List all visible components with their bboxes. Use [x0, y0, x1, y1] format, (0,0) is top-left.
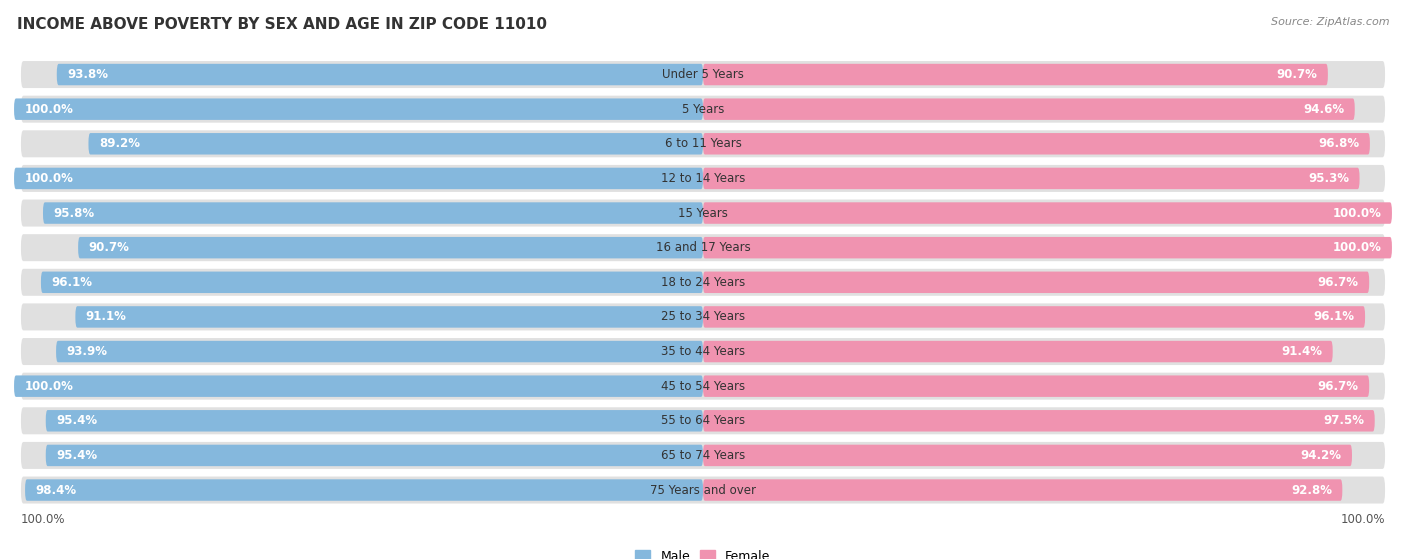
- Text: 89.2%: 89.2%: [98, 138, 139, 150]
- FancyBboxPatch shape: [21, 476, 1385, 504]
- Text: Under 5 Years: Under 5 Years: [662, 68, 744, 81]
- Text: 75 Years and over: 75 Years and over: [650, 484, 756, 496]
- FancyBboxPatch shape: [703, 133, 1369, 154]
- FancyBboxPatch shape: [21, 338, 1385, 365]
- FancyBboxPatch shape: [21, 96, 1385, 122]
- FancyBboxPatch shape: [21, 442, 1385, 469]
- Text: 5 Years: 5 Years: [682, 103, 724, 116]
- FancyBboxPatch shape: [56, 341, 703, 362]
- Text: 100.0%: 100.0%: [24, 172, 73, 185]
- FancyBboxPatch shape: [703, 445, 1353, 466]
- Text: 90.7%: 90.7%: [89, 241, 129, 254]
- Text: 94.2%: 94.2%: [1301, 449, 1341, 462]
- FancyBboxPatch shape: [21, 234, 1385, 261]
- Legend: Male, Female: Male, Female: [630, 546, 776, 559]
- FancyBboxPatch shape: [21, 373, 1385, 400]
- Text: 100.0%: 100.0%: [24, 103, 73, 116]
- FancyBboxPatch shape: [56, 64, 703, 86]
- FancyBboxPatch shape: [25, 479, 703, 501]
- FancyBboxPatch shape: [21, 165, 1385, 192]
- Text: 95.8%: 95.8%: [53, 206, 94, 220]
- FancyBboxPatch shape: [703, 306, 1365, 328]
- FancyBboxPatch shape: [703, 202, 1392, 224]
- FancyBboxPatch shape: [703, 272, 1369, 293]
- FancyBboxPatch shape: [21, 304, 1385, 330]
- FancyBboxPatch shape: [79, 237, 703, 258]
- Text: 93.9%: 93.9%: [66, 345, 107, 358]
- FancyBboxPatch shape: [14, 98, 703, 120]
- Text: 16 and 17 Years: 16 and 17 Years: [655, 241, 751, 254]
- Text: 96.1%: 96.1%: [51, 276, 93, 289]
- Text: 91.4%: 91.4%: [1281, 345, 1323, 358]
- Text: 35 to 44 Years: 35 to 44 Years: [661, 345, 745, 358]
- Text: 95.4%: 95.4%: [56, 449, 97, 462]
- Text: 15 Years: 15 Years: [678, 206, 728, 220]
- Text: 97.5%: 97.5%: [1323, 414, 1364, 427]
- FancyBboxPatch shape: [21, 130, 1385, 157]
- Text: 96.1%: 96.1%: [1313, 310, 1355, 324]
- Text: 98.4%: 98.4%: [35, 484, 76, 496]
- FancyBboxPatch shape: [703, 341, 1333, 362]
- FancyBboxPatch shape: [46, 445, 703, 466]
- Text: 95.3%: 95.3%: [1308, 172, 1350, 185]
- FancyBboxPatch shape: [21, 200, 1385, 226]
- Text: 45 to 54 Years: 45 to 54 Years: [661, 380, 745, 392]
- Text: 93.8%: 93.8%: [67, 68, 108, 81]
- FancyBboxPatch shape: [21, 408, 1385, 434]
- Text: 65 to 74 Years: 65 to 74 Years: [661, 449, 745, 462]
- Text: 6 to 11 Years: 6 to 11 Years: [665, 138, 741, 150]
- FancyBboxPatch shape: [41, 272, 703, 293]
- FancyBboxPatch shape: [21, 61, 1385, 88]
- Text: 96.7%: 96.7%: [1317, 380, 1358, 392]
- FancyBboxPatch shape: [703, 376, 1369, 397]
- Text: 12 to 14 Years: 12 to 14 Years: [661, 172, 745, 185]
- Text: 94.6%: 94.6%: [1303, 103, 1344, 116]
- FancyBboxPatch shape: [703, 237, 1392, 258]
- FancyBboxPatch shape: [46, 410, 703, 432]
- Text: 18 to 24 Years: 18 to 24 Years: [661, 276, 745, 289]
- FancyBboxPatch shape: [21, 269, 1385, 296]
- Text: 25 to 34 Years: 25 to 34 Years: [661, 310, 745, 324]
- Text: 91.1%: 91.1%: [86, 310, 127, 324]
- FancyBboxPatch shape: [76, 306, 703, 328]
- Text: 55 to 64 Years: 55 to 64 Years: [661, 414, 745, 427]
- Text: 96.8%: 96.8%: [1319, 138, 1360, 150]
- FancyBboxPatch shape: [14, 376, 703, 397]
- Text: 92.8%: 92.8%: [1291, 484, 1331, 496]
- FancyBboxPatch shape: [89, 133, 703, 154]
- FancyBboxPatch shape: [703, 64, 1327, 86]
- Text: 95.4%: 95.4%: [56, 414, 97, 427]
- Text: 100.0%: 100.0%: [1333, 206, 1382, 220]
- FancyBboxPatch shape: [14, 168, 703, 189]
- Text: 90.7%: 90.7%: [1277, 68, 1317, 81]
- FancyBboxPatch shape: [703, 410, 1375, 432]
- Text: 100.0%: 100.0%: [24, 380, 73, 392]
- FancyBboxPatch shape: [703, 98, 1355, 120]
- Text: 100.0%: 100.0%: [1340, 513, 1385, 525]
- FancyBboxPatch shape: [44, 202, 703, 224]
- Text: 96.7%: 96.7%: [1317, 276, 1358, 289]
- Text: Source: ZipAtlas.com: Source: ZipAtlas.com: [1271, 17, 1389, 27]
- FancyBboxPatch shape: [703, 479, 1343, 501]
- Text: INCOME ABOVE POVERTY BY SEX AND AGE IN ZIP CODE 11010: INCOME ABOVE POVERTY BY SEX AND AGE IN Z…: [17, 17, 547, 32]
- Text: 100.0%: 100.0%: [1333, 241, 1382, 254]
- FancyBboxPatch shape: [703, 168, 1360, 189]
- Text: 100.0%: 100.0%: [21, 513, 66, 525]
